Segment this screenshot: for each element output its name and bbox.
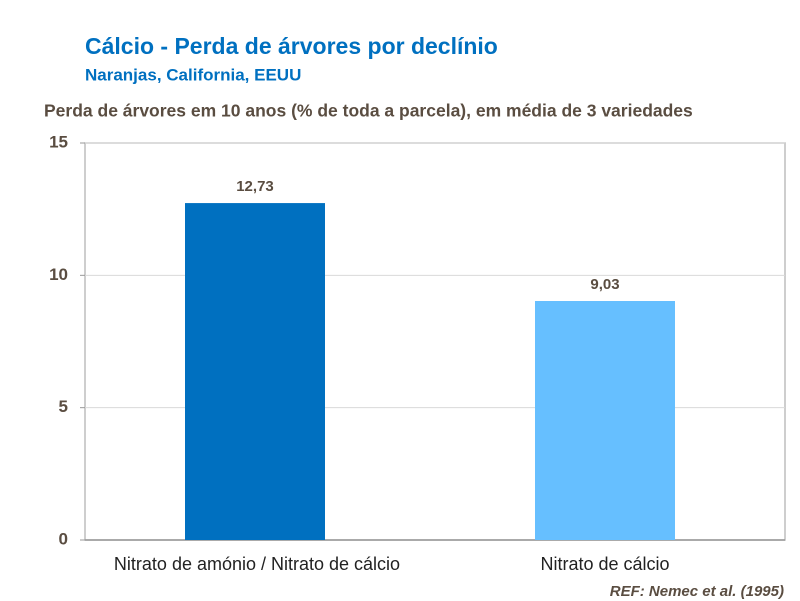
bar [185, 203, 325, 540]
chart-subtitle: Naranjas, California, EEUU [85, 65, 301, 84]
note: REF: Nemec et al. (1995) [610, 583, 784, 600]
y-tick-label: 10 [49, 265, 68, 284]
value-label: 12,73 [236, 178, 274, 195]
x-tick-label: Nitrato de cálcio [540, 554, 669, 574]
y-axis-label: Perda de árvores em 10 anos (% de toda a… [44, 101, 693, 121]
bar [535, 301, 675, 540]
y-tick-label: 0 [59, 529, 68, 548]
value-label: 9,03 [590, 276, 619, 293]
y-tick-label: 15 [49, 132, 68, 151]
chart-title: Cálcio - Perda de árvores por declínio [85, 33, 498, 59]
x-tick-label: Nitrato de amónio / Nitrato de cálcio [114, 554, 400, 574]
y-tick-label: 5 [59, 397, 68, 416]
